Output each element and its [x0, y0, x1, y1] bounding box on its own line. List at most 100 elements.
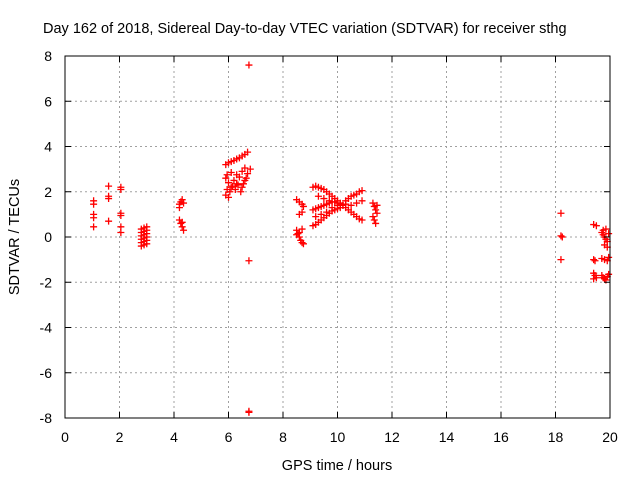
- data-point: [245, 257, 253, 265]
- y-tick-label: 2: [44, 184, 52, 200]
- y-tick-label: 6: [44, 93, 52, 109]
- data-point: [334, 201, 341, 209]
- x-tick-label: 10: [330, 429, 346, 445]
- data-point: [90, 200, 98, 208]
- x-tick-label: 0: [61, 429, 69, 445]
- data-point: [605, 230, 613, 238]
- data-point: [117, 228, 125, 236]
- x-axis-label: GPS time / hours: [282, 458, 392, 474]
- data-point: [317, 210, 325, 218]
- data-point: [244, 170, 252, 178]
- y-tick-label: 8: [44, 48, 52, 64]
- data-point: [342, 200, 350, 208]
- points-layer: [90, 61, 613, 416]
- y-tick-label: 4: [44, 139, 52, 155]
- data-point: [602, 225, 610, 233]
- chart-title: Day 162 of 2018, Sidereal Day-to-day VTE…: [43, 21, 567, 37]
- data-point: [117, 185, 125, 193]
- ticks-layer: 0 2 4 6 8 10 12 14 16 18 20 -8 -6 -4 -2 0 2 4 6 8: [40, 48, 618, 445]
- data-point: [369, 199, 377, 207]
- data-point: [558, 233, 566, 241]
- data-point: [592, 222, 600, 230]
- data-point: [177, 219, 185, 227]
- data-point: [117, 212, 125, 220]
- data-point: [299, 240, 307, 248]
- y-tick-label: -8: [40, 410, 53, 426]
- data-point: [231, 185, 239, 193]
- data-point: [175, 204, 183, 212]
- x-tick-label: 2: [116, 429, 124, 445]
- data-point: [605, 270, 613, 278]
- data-point: [180, 199, 188, 207]
- data-point: [178, 218, 186, 226]
- data-point: [372, 219, 380, 227]
- data-point: [178, 196, 186, 204]
- data-point: [347, 201, 355, 209]
- data-point: [358, 216, 366, 224]
- data-point: [225, 193, 232, 201]
- data-point: [226, 188, 234, 196]
- data-point: [372, 206, 380, 214]
- data-point: [105, 182, 113, 190]
- y-tick-label: -6: [40, 365, 53, 381]
- data-point: [605, 253, 613, 261]
- data-point: [557, 232, 565, 240]
- data-point: [373, 209, 381, 217]
- grid-layer: [65, 56, 610, 418]
- data-point: [105, 195, 113, 203]
- data-point: [238, 183, 246, 191]
- data-point: [358, 187, 366, 195]
- data-point: [227, 183, 235, 191]
- data-point: [373, 201, 381, 209]
- x-tick-label: 14: [439, 429, 455, 445]
- x-tick-label: 6: [225, 429, 233, 445]
- data-point: [90, 223, 98, 231]
- y-tick-label: -4: [40, 320, 53, 336]
- data-point: [369, 213, 377, 221]
- x-tick-label: 18: [548, 429, 564, 445]
- data-point: [314, 192, 322, 200]
- x-tick-label: 12: [384, 429, 400, 445]
- data-point: [323, 208, 331, 216]
- data-point: [245, 61, 253, 69]
- data-point: [557, 209, 565, 217]
- data-point: [143, 240, 151, 248]
- data-point: [312, 213, 320, 221]
- data-point: [227, 169, 235, 177]
- data-point: [244, 148, 252, 156]
- data-point: [294, 230, 302, 238]
- data-point: [320, 195, 328, 203]
- data-point: [245, 408, 253, 416]
- data-point: [353, 199, 361, 207]
- data-point: [241, 164, 249, 172]
- x-tick-label: 8: [279, 429, 287, 445]
- x-tick-label: 4: [170, 429, 178, 445]
- data-point: [105, 217, 113, 225]
- data-point: [590, 275, 598, 283]
- data-point: [90, 214, 98, 222]
- data-point: [225, 179, 232, 187]
- data-point: [557, 256, 565, 264]
- data-point: [358, 197, 366, 205]
- data-point: [325, 197, 333, 205]
- x-tick-label: 20: [602, 429, 618, 445]
- y-tick-label: 0: [44, 229, 52, 245]
- data-point: [222, 174, 230, 182]
- data-point: [246, 165, 254, 173]
- y-axis-label: SDTVAR / TECUs: [7, 179, 23, 295]
- data-point: [298, 225, 306, 233]
- y-tick-label: -2: [40, 274, 53, 290]
- data-point: [370, 216, 378, 224]
- data-point: [298, 239, 306, 247]
- data-point: [242, 174, 250, 182]
- data-point: [328, 204, 336, 212]
- data-point: [234, 181, 242, 189]
- data-point: [223, 171, 231, 179]
- data-point: [298, 208, 306, 216]
- data-point: [591, 257, 599, 265]
- data-point: [180, 226, 188, 234]
- data-point: [239, 180, 247, 188]
- x-tick-label: 16: [493, 429, 509, 445]
- data-point: [233, 180, 241, 188]
